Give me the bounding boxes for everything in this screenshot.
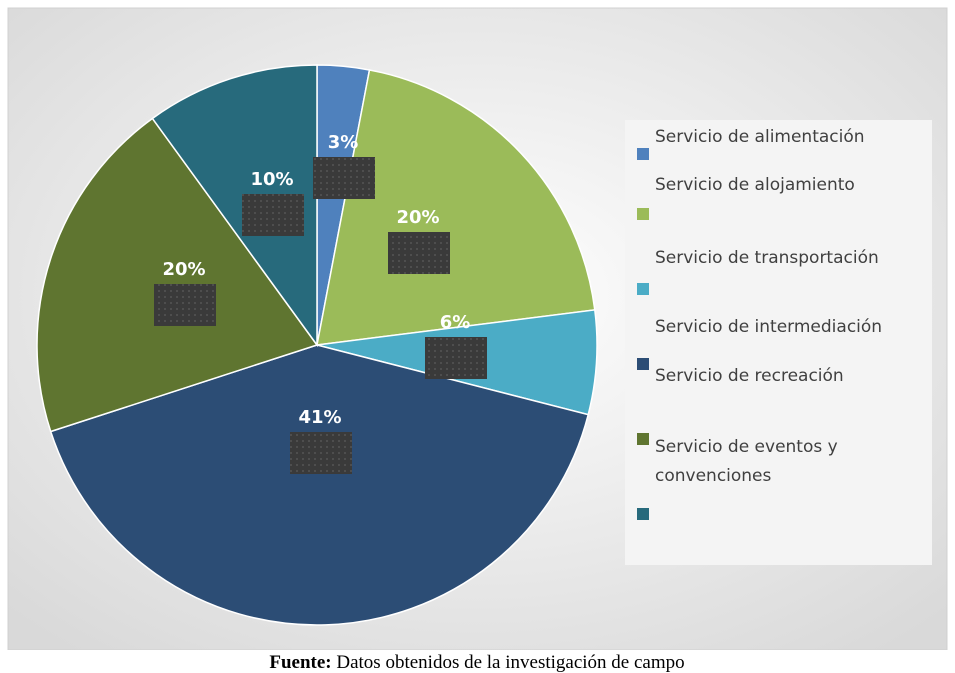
data-label: 41% <box>298 407 341 428</box>
legend-label: Servicio de alojamiento <box>655 175 855 195</box>
legend-marker <box>637 283 649 295</box>
legend-label: Servicio de recreación <box>655 366 844 386</box>
pie-slice <box>36 117 319 433</box>
pie-slice <box>316 69 596 346</box>
data-label: 3% <box>328 132 359 153</box>
legend-marker <box>637 208 649 220</box>
data-label: 6% <box>440 312 471 333</box>
legend-marker <box>637 433 649 445</box>
label-box <box>154 284 216 326</box>
legend-marker <box>637 148 649 160</box>
legend-marker <box>637 358 649 370</box>
data-label: 20% <box>396 207 439 228</box>
source-text: Datos obtenidos de la investigación de c… <box>336 652 684 673</box>
legend-box <box>625 120 932 565</box>
label-box <box>313 157 375 199</box>
source: Fuente: Datos obtenidos de la investigac… <box>269 652 684 673</box>
footer-bg <box>0 650 955 673</box>
label-box <box>388 232 450 274</box>
label-box <box>242 194 304 236</box>
legend-label: Servicio de intermediación <box>655 317 882 337</box>
source-label: Fuente: <box>269 652 331 673</box>
pie-slice <box>49 344 590 626</box>
data-label: 10% <box>250 169 293 190</box>
data-label: 20% <box>162 259 205 280</box>
label-box <box>425 337 487 379</box>
label-box <box>290 432 352 474</box>
pie-slice <box>151 64 318 348</box>
legend-label: Servicio de alimentación <box>655 127 865 147</box>
legend-marker <box>637 508 649 520</box>
legend-label: Servicio de transportación <box>655 248 879 268</box>
legend-label: Servicio de eventos y convenciones <box>655 437 838 486</box>
